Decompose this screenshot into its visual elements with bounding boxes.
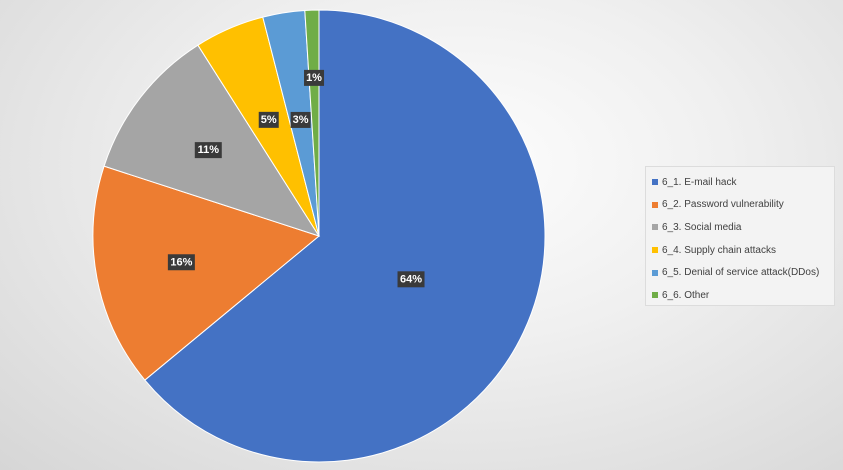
data-label: 3%: [293, 114, 309, 126]
pie-slice: [92, 165, 321, 381]
data-label-background: [167, 254, 195, 271]
legend-label: 6_2. Password vulnerability: [662, 199, 784, 211]
legend-swatch: [652, 179, 658, 186]
legend-item-denial-of-service: 6_5. Denial of service attack(DDos): [652, 261, 834, 284]
data-label: 11%: [198, 144, 220, 156]
data-label: 16%: [170, 256, 192, 268]
legend-swatch: [652, 247, 658, 254]
data-label: 1%: [306, 72, 322, 84]
data-label: 64%: [400, 273, 422, 285]
pie-slice: [304, 9, 320, 237]
legend-label: 6_4. Supply chain attacks: [662, 244, 776, 256]
legend-item-email-hack: 6_1. E-mail hack: [652, 171, 834, 194]
legend-label: 6_5. Denial of service attack(DDos): [662, 267, 820, 279]
legend-swatch: [652, 292, 658, 299]
data-label-background: [258, 111, 279, 128]
legend-item-other: 6_6. Other: [652, 284, 834, 307]
data-label-background: [397, 271, 425, 288]
legend-swatch: [652, 269, 658, 276]
legend-label: 6_1. E-mail hack: [662, 176, 737, 188]
legend-label: 6_3. Social media: [662, 221, 742, 233]
legend-label: 6_6. Other: [662, 289, 710, 301]
legend-swatch: [652, 224, 658, 231]
data-label-background: [290, 111, 311, 128]
legend-item-social-media: 6_3. Social media: [652, 216, 834, 239]
pie-slices: [92, 9, 546, 463]
data-label: 5%: [261, 114, 277, 126]
pie-slice: [144, 9, 546, 463]
chart-legend: 6_1. E-mail hack 6_2. Password vulnerabi…: [645, 166, 835, 306]
pie-data-labels: 64% 16% 11% 5% 3% 1%: [167, 69, 425, 288]
legend-item-password-vulnerability: 6_2. Password vulnerability: [652, 194, 834, 217]
data-label-background: [194, 142, 222, 159]
data-label-background: [304, 69, 325, 86]
pie-slice: [103, 44, 321, 237]
legend-item-supply-chain-attacks: 6_4. Supply chain attacks: [652, 239, 834, 262]
legend-swatch: [652, 201, 658, 208]
